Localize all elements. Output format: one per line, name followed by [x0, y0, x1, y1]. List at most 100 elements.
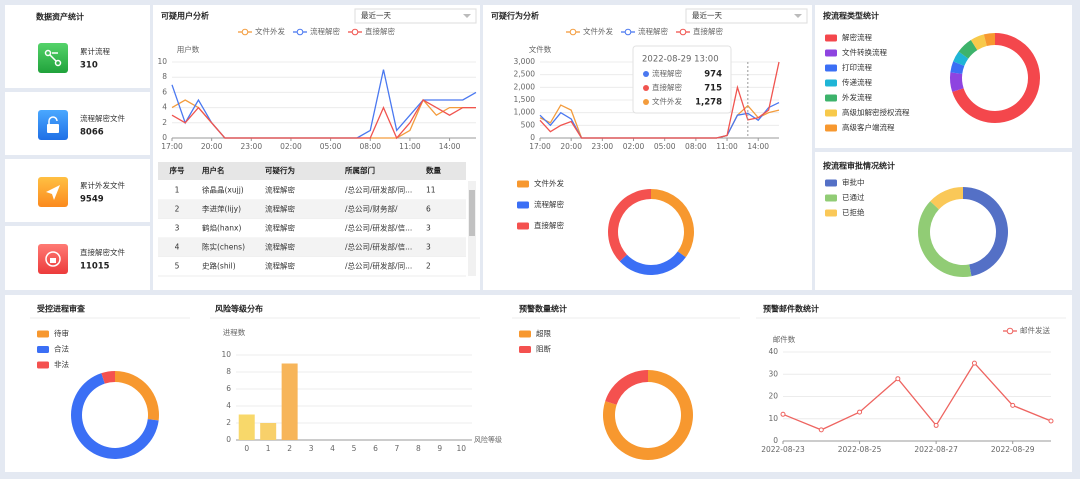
tooltip-name: 直接解密: [652, 82, 682, 92]
icon: [38, 43, 68, 73]
table-row: [158, 200, 466, 219]
panel: [5, 295, 1072, 472]
legend-label: 非法: [54, 359, 69, 369]
point: [971, 360, 977, 366]
legend-label: 阻断: [536, 344, 551, 354]
point: [818, 427, 824, 433]
table-cell: 1: [175, 186, 180, 195]
legend-label: 外发流程: [842, 92, 872, 102]
table-row: [158, 219, 466, 238]
point: [857, 409, 863, 415]
point: [780, 411, 786, 417]
y-axis-label: 进程数: [223, 327, 246, 337]
table-cell: 史路(shil): [202, 261, 236, 271]
x-tick-label: 5: [352, 444, 357, 453]
table-row: [158, 181, 466, 200]
stat-value: 11015: [80, 262, 110, 272]
dropdown[interactable]: [685, 8, 808, 24]
y-tick-label: 8: [226, 367, 231, 376]
y-tick-label: 1,500: [514, 95, 536, 104]
x-tick-label: 05:00: [320, 142, 342, 151]
icon: [38, 177, 68, 207]
legend-label: 高级加解密授权流程: [842, 107, 910, 117]
panel: [5, 92, 150, 155]
y-tick-label: 30: [768, 369, 778, 378]
donut-segment: [619, 251, 686, 275]
x-tick-label: 14:00: [439, 142, 461, 151]
y-tick-label: 500: [521, 120, 536, 129]
dropdown[interactable]: [354, 8, 477, 24]
x-tick-label: 14:00: [747, 142, 769, 151]
donut-segment: [970, 34, 987, 51]
table-cell: 4: [175, 243, 180, 252]
stat-label: 直接解密文件: [80, 247, 125, 257]
legend-swatch: [517, 201, 529, 209]
donut-segment: [918, 201, 972, 277]
donut-segment: [651, 189, 694, 258]
table-cell: 3: [175, 224, 180, 233]
legend-swatch: [825, 209, 837, 217]
dropdown-value: 最近一天: [692, 10, 722, 20]
table-cell: 流程解密: [265, 204, 295, 214]
column-header: 所属部门: [345, 165, 375, 175]
x-tick-label: 1: [266, 444, 271, 453]
panel-title: 数据资产统计: [36, 12, 84, 22]
legend-label: 高级客户端流程: [842, 122, 895, 132]
legend-label: 打印流程: [842, 62, 872, 72]
x-tick-label: 10: [456, 444, 466, 453]
y-tick-label: 20: [768, 392, 778, 401]
legend-swatch: [825, 194, 837, 202]
y-tick-label: 8: [162, 72, 167, 81]
y-tick-label: 40: [768, 347, 778, 356]
panel-title: 预警数量统计: [519, 304, 567, 314]
tooltip-dot: [643, 71, 649, 77]
legend-swatch: [825, 94, 837, 102]
donut-segment: [950, 72, 964, 92]
x-tick-label: 11:00: [399, 142, 421, 151]
x-tick-label: 23:00: [240, 142, 262, 151]
panel: [5, 159, 150, 222]
legend-swatch: [517, 180, 529, 188]
legend-label: 直接解密: [365, 26, 395, 36]
column-header: 用户名: [202, 165, 225, 175]
dropdown-value: 最近一天: [361, 10, 391, 20]
legend-label: 直接解密: [534, 220, 564, 230]
donut-segment: [115, 371, 160, 421]
legend-swatch: [825, 49, 837, 57]
legend-swatch: [825, 64, 837, 72]
legend-label: 已通过: [842, 192, 865, 202]
x-tick-label: 23:00: [592, 142, 614, 151]
table-cell: 流程解密: [265, 242, 295, 252]
bar: [260, 423, 277, 440]
panel-title: 按流程审批情况统计: [823, 161, 895, 171]
x-tick-label: 08:00: [359, 142, 381, 151]
x-tick-label: 20:00: [201, 142, 223, 151]
y-tick-label: 0: [226, 435, 231, 444]
legend-label: 已拒绝: [842, 207, 865, 217]
y-tick-label: 2: [226, 418, 231, 427]
scrollbar-thumb[interactable]: [469, 190, 475, 236]
donut-segment: [930, 187, 963, 210]
tooltip-name: 文件外发: [652, 96, 682, 106]
legend-swatch: [241, 28, 249, 36]
x-tick-label: 2022-08-23: [761, 445, 805, 454]
x-tick-label: 02:00: [623, 142, 645, 151]
y-tick-label: 10: [221, 350, 231, 359]
dropdown-arrow: [794, 14, 802, 18]
point: [933, 422, 939, 428]
x-tick-label: 11:00: [716, 142, 738, 151]
table-cell: /总公司/研发部/信...: [345, 242, 412, 252]
tooltip-title: 2022-08-29 13:00: [642, 55, 719, 65]
column-header: 序号: [170, 165, 185, 175]
x-tick-label: 3: [309, 444, 314, 453]
point: [895, 376, 901, 382]
table-row: [158, 238, 466, 257]
table-cell: 李进萍(lijy): [202, 204, 241, 214]
x-tick-label: 2022-08-25: [838, 445, 882, 454]
legend-swatch: [1006, 327, 1014, 335]
table-cell: 6: [426, 205, 431, 214]
x-tick-label: 4: [330, 444, 335, 453]
stat-label: 累计流程: [80, 46, 110, 56]
x-tick-label: 02:00: [280, 142, 302, 151]
table-header: [158, 162, 466, 180]
